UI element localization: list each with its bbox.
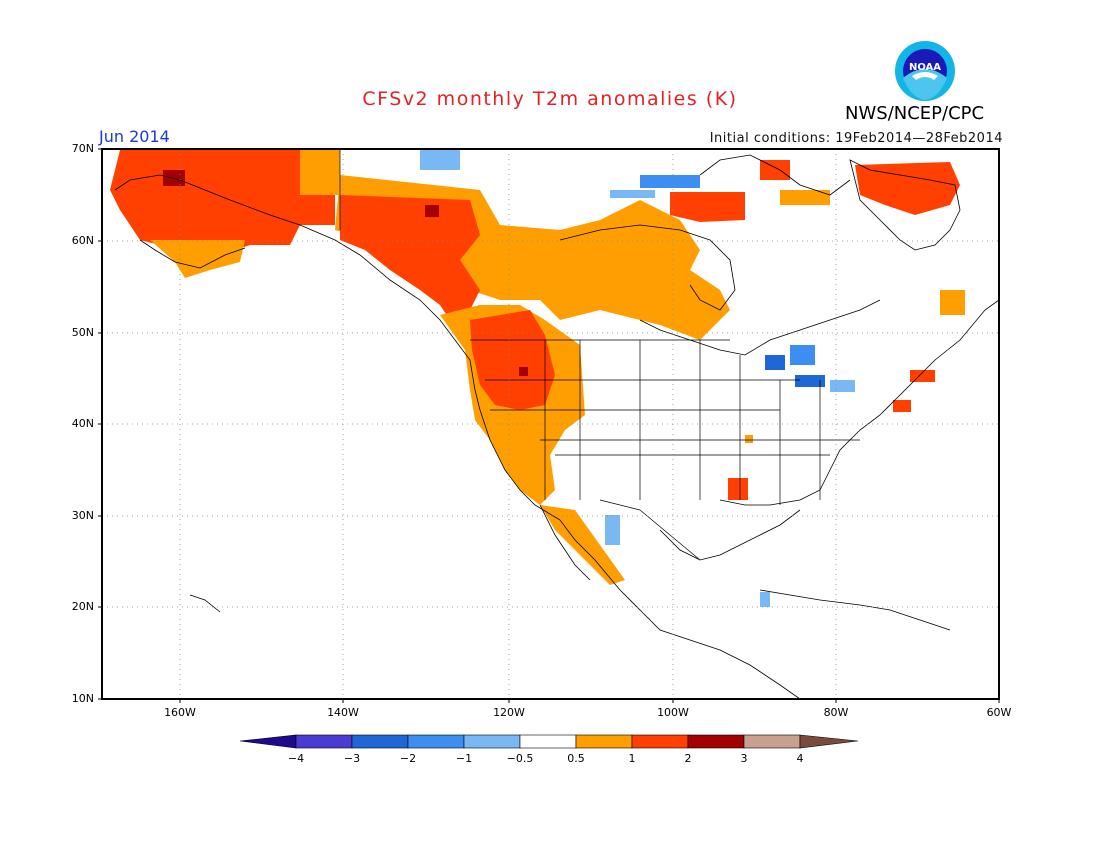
- colorbar-bin: [463, 734, 521, 749]
- lat-label-20n: 20N: [71, 600, 94, 613]
- western-canada-anomaly: [335, 150, 745, 340]
- colorbar-label: 0.5: [567, 752, 585, 765]
- noaa-logo: NOAA: [895, 41, 955, 101]
- colorbar-arrow-high: [799, 734, 859, 749]
- colorbar-bin: [631, 734, 689, 749]
- colorbar-label: −3: [343, 752, 361, 765]
- colorbar: [239, 734, 859, 749]
- colorbar-bin: [519, 734, 577, 749]
- colorbar-label: −1: [455, 752, 473, 765]
- coastlines: [114, 154, 999, 699]
- lon-label-140w: 140W: [327, 706, 359, 719]
- lon-label-80w: 80W: [823, 706, 849, 719]
- colorbar-bin: [351, 734, 409, 749]
- lon-label-100w: 100W: [657, 706, 689, 719]
- colorbar-label: −2: [399, 752, 417, 765]
- colorbar-bin: [575, 734, 633, 749]
- greenland-anomaly: [760, 160, 965, 315]
- lat-label-10n: 10N: [71, 692, 94, 705]
- initial-conditions: Initial conditions: 19Feb2014—28Feb2014: [709, 131, 1003, 146]
- colorbar-arrow-low: [239, 734, 297, 749]
- lat-label-70n: 70N: [71, 142, 94, 155]
- colorbar-bin: [407, 734, 465, 749]
- colorbar-bin: [295, 734, 353, 749]
- forecast-month: Jun 2014: [99, 127, 170, 146]
- colorbar-label: 1: [628, 752, 636, 765]
- colorbar-bin: [743, 734, 801, 749]
- agency-label: NWS/NCEP/CPC: [845, 103, 985, 124]
- colorbar-label: −0.5: [506, 752, 534, 765]
- us-west-anomaly: [440, 305, 625, 585]
- colorbar-label: 2: [684, 752, 692, 765]
- lon-label-160w: 160W: [164, 706, 196, 719]
- colorbar-label: 4: [796, 752, 804, 765]
- lat-lon-grid: [102, 149, 999, 699]
- colorbar-bin: [687, 734, 745, 749]
- lat-label-30n: 30N: [71, 509, 94, 522]
- political-borders: [339, 150, 860, 561]
- lat-label-40n: 40N: [71, 417, 94, 430]
- colorbar-label: −4: [287, 752, 305, 765]
- great-lakes-anomaly: [605, 345, 935, 607]
- lon-label-60w: 60W: [986, 706, 1012, 719]
- axis-ticks: [98, 148, 1000, 703]
- lon-label-120w: 120W: [493, 706, 525, 719]
- alaska-anomaly: [110, 150, 340, 278]
- lat-label-60n: 60N: [71, 234, 94, 247]
- noaa-logo-text: NOAA: [909, 62, 941, 73]
- map-title: CFSv2 monthly T2m anomalies (K): [362, 88, 738, 110]
- lat-label-50n: 50N: [71, 326, 94, 339]
- colorbar-label: 3: [740, 752, 748, 765]
